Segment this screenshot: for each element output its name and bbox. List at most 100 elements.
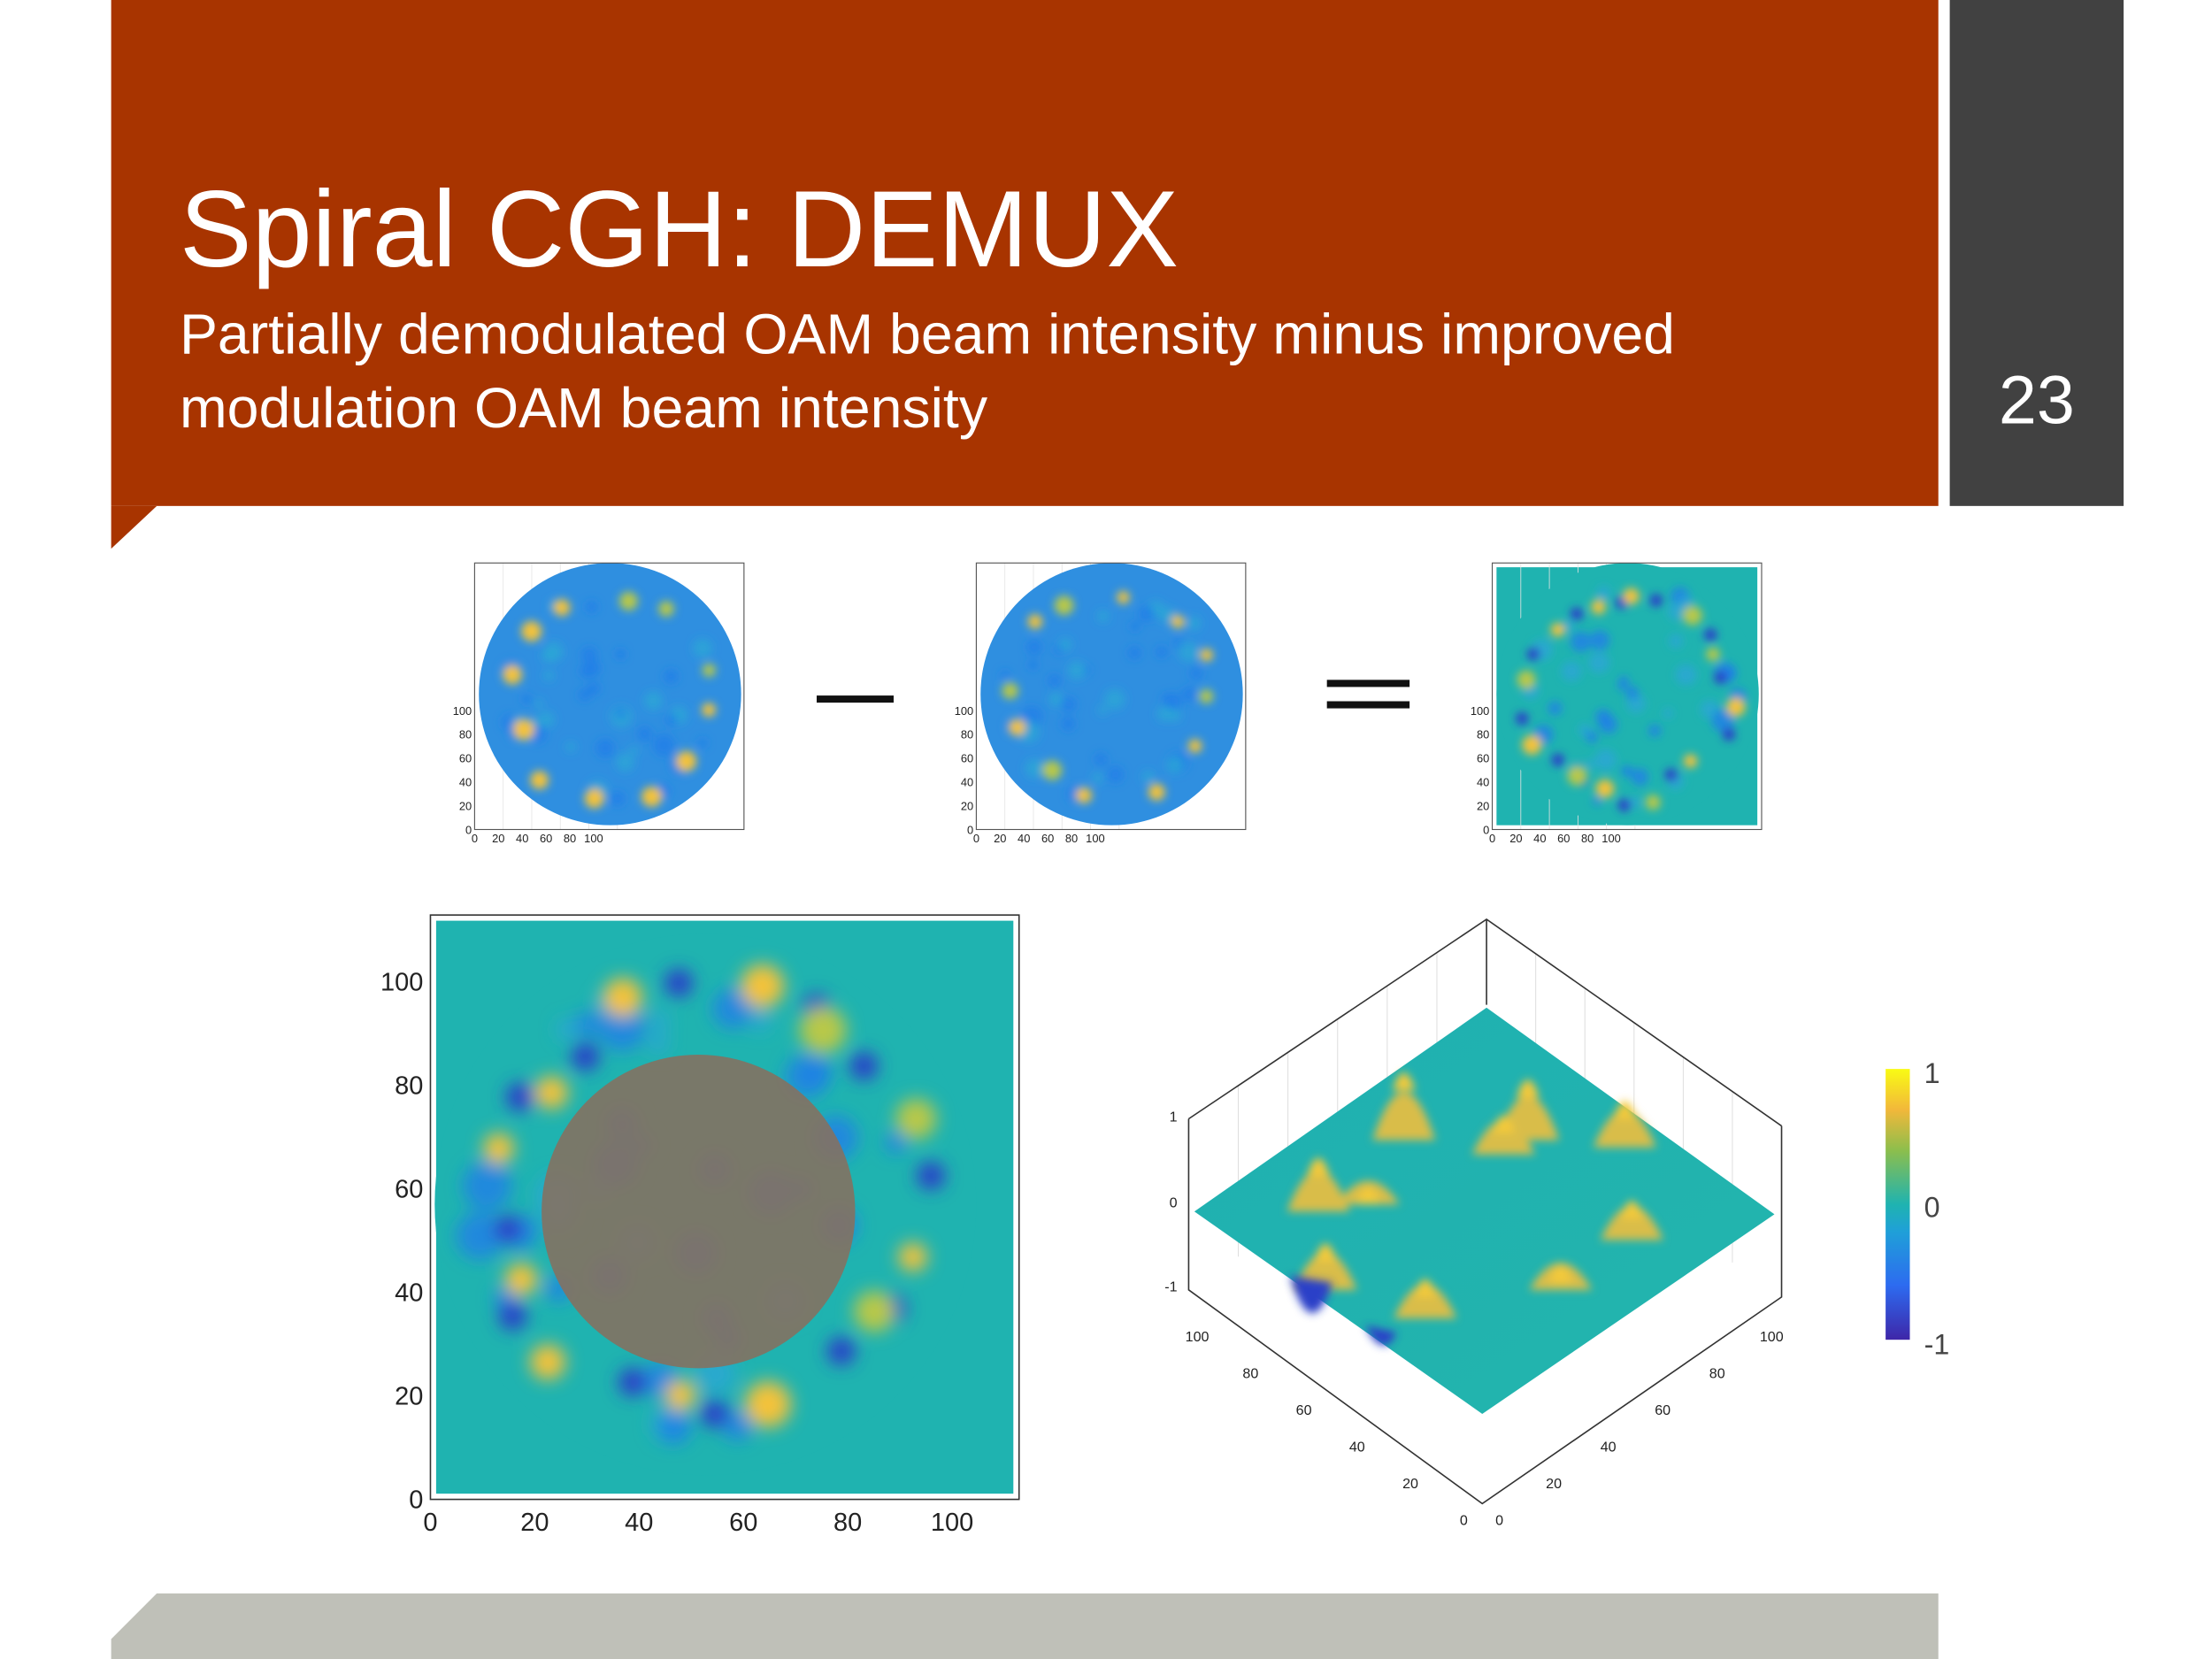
texture (1675, 664, 1697, 686)
surface-dip (1365, 1325, 1397, 1346)
texture (595, 738, 615, 758)
texture (1058, 638, 1072, 651)
intensity-peak (1591, 599, 1606, 615)
texture (1048, 673, 1062, 687)
texture (1599, 715, 1618, 734)
intensity-peak (1199, 689, 1214, 704)
intensity-peak (658, 601, 674, 617)
surface-dip (1289, 1275, 1333, 1314)
texture (1025, 758, 1045, 779)
intensity-peak (665, 1379, 696, 1410)
texture (697, 738, 708, 749)
x-tick-label: 20 (1509, 832, 1522, 845)
x-tick-label: 20 (994, 832, 1006, 845)
texture (534, 699, 543, 709)
texture (1587, 651, 1610, 673)
y-tick-label: 0 (465, 823, 472, 836)
surface-peak (1492, 1115, 1516, 1133)
intensity-dip (1722, 727, 1736, 741)
y-tick-label: 40 (395, 1279, 423, 1307)
intensity-peak (854, 1290, 895, 1333)
texture (543, 670, 555, 681)
beam-disc (479, 563, 741, 826)
x-tick-label: 0 (423, 1509, 437, 1537)
intensity-peak (1117, 590, 1130, 604)
intensity-dip (1617, 798, 1632, 812)
axes-box (429, 914, 1020, 1501)
texture (1669, 634, 1684, 649)
texture (1618, 675, 1630, 687)
surface-peak (1471, 1120, 1535, 1155)
intensity-peak (1683, 754, 1698, 768)
intensity-dip (664, 969, 694, 998)
intensity-peak (1009, 718, 1026, 736)
intensity-dip (1515, 711, 1529, 726)
x-tick-label: 80 (1242, 1365, 1258, 1381)
texture (1678, 595, 1694, 610)
texture (1104, 688, 1125, 710)
texture (1624, 766, 1634, 777)
equals-sign (1326, 701, 1410, 709)
y-tick-label: 0 (1483, 823, 1489, 836)
texture (1711, 709, 1735, 733)
intensity-peak (1682, 605, 1702, 626)
y-tick-label: 80 (1477, 728, 1489, 741)
y-tick-label: 100 (1471, 704, 1489, 718)
intensity-dip (700, 1399, 729, 1428)
texture (1061, 696, 1077, 712)
intensity-peak (584, 788, 604, 809)
intensity-peak (503, 664, 523, 685)
x-tick-label: 100 (1186, 1329, 1210, 1345)
intensity-peak (641, 786, 663, 808)
intensity-peak (1027, 614, 1043, 629)
overlay-disc (541, 1055, 856, 1369)
x-tick-label: 0 (1489, 832, 1495, 845)
intensity-peak (1550, 622, 1565, 637)
texture (1631, 768, 1649, 786)
x-tick-label: 100 (584, 832, 603, 845)
y-tick-label: 80 (395, 1071, 423, 1100)
texture (712, 988, 754, 1029)
surface-peak (1516, 1079, 1540, 1098)
texture (1025, 639, 1042, 656)
texture (610, 790, 626, 807)
texture (585, 600, 598, 613)
colorbar-tick-label: -1 (1924, 1328, 1950, 1360)
x-tick-label: 20 (1402, 1476, 1418, 1492)
texture (1156, 645, 1168, 658)
x-tick-label: 60 (1296, 1402, 1312, 1418)
intensity-peak (504, 1263, 538, 1296)
texture (643, 691, 663, 710)
y-tick-label: 60 (459, 752, 472, 765)
intensity-peak (530, 1344, 566, 1380)
texture (574, 1011, 601, 1038)
texture (664, 714, 678, 726)
surface-peak (1307, 1157, 1330, 1176)
intensity-dip (1570, 607, 1584, 621)
intensity-dip (494, 1215, 523, 1244)
texture (649, 1010, 670, 1032)
intensity-dip (826, 1337, 856, 1366)
surface-peak (1413, 1279, 1437, 1297)
texture (1561, 661, 1582, 682)
surface (1194, 1007, 1775, 1414)
intensity-peak (483, 1133, 515, 1164)
texture (693, 638, 713, 658)
texture (521, 694, 533, 704)
texture (615, 708, 626, 718)
intensity-peak (1076, 787, 1093, 803)
texture (1161, 693, 1172, 704)
texture (463, 1161, 512, 1210)
surface-peak (1600, 1205, 1663, 1240)
y-tick-label: 20 (1477, 799, 1489, 812)
texture (580, 646, 598, 664)
intensity-dip (1551, 753, 1565, 767)
texture (1189, 666, 1203, 680)
heatmap-blobs (501, 591, 716, 809)
y-tick-label: 60 (395, 1175, 423, 1203)
intensity-peak (675, 750, 697, 772)
y-tick-label: 60 (1477, 752, 1489, 765)
header-band (111, 0, 1939, 506)
